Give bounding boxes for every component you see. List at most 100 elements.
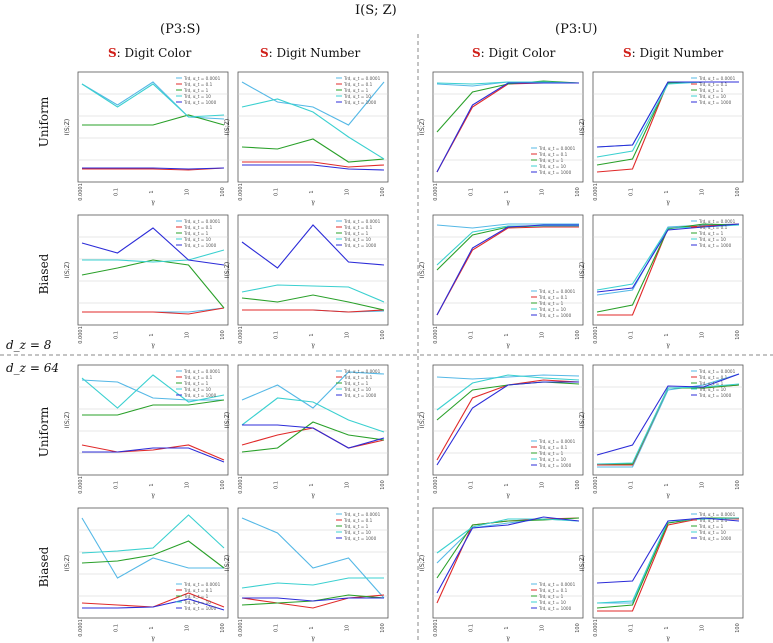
panel-16-xlabel: γ <box>666 635 670 642</box>
panel-2-xtick: 0.0001 <box>238 183 244 201</box>
panel-9-series-2 <box>81 444 225 461</box>
panel-16-ylabel: I(S;Z) <box>579 555 586 571</box>
panel-9-series-3 <box>82 399 225 416</box>
panel-3-xtick: 0.0001 <box>433 183 439 201</box>
panel-12-xtick: 10 <box>700 482 706 488</box>
panel-9-legend-label: Trd, α_t = 10 <box>183 387 211 392</box>
panel-14-series-2 <box>241 594 385 609</box>
panel-16-series-5 <box>596 517 740 584</box>
panel-13-frame <box>77 507 229 619</box>
panel-8-xtick: 1 <box>664 333 670 336</box>
panel-16-xtick: 1 <box>664 626 670 629</box>
panel-15-legend-label: Trd, α_t = 1000 <box>538 606 572 611</box>
panel-4-xtick: 10 <box>700 189 706 195</box>
panel-5-legend-label: Trd, α_t = 10 <box>183 237 211 242</box>
panel-3-series-5 <box>436 82 579 173</box>
panel-2-legend-label: Trd, α_t = 1000 <box>343 100 377 105</box>
panel-12-series-1 <box>597 373 740 468</box>
panel-6-xtick: 0.1 <box>274 331 280 339</box>
panel-1-series-5 <box>82 167 225 170</box>
panel-5-series-4 <box>82 249 225 263</box>
panel-15-xtick: 0.0001 <box>433 619 439 637</box>
panel-7-xtick: 10 <box>540 332 546 338</box>
panel-8-xtick: 0.1 <box>629 331 635 339</box>
panel-5-legend-label: Trd, α_t = 0.0001 <box>183 219 221 224</box>
panel-1-legend-label: Trd, α_t = 1 <box>183 88 209 93</box>
panel-10-legend-label: Trd, α_t = 1000 <box>343 393 377 398</box>
panel-2-xtick: 10 <box>345 189 351 195</box>
panel-8-legend-label: Trd, α_t = 10 <box>698 237 726 242</box>
panel-14-xtick: 0.0001 <box>238 619 244 637</box>
panel-1-legend-label: Trd, α_t = 10 <box>183 94 211 99</box>
panel-4-xtick: 100 <box>735 187 741 197</box>
panel-2-legend-label: Trd, α_t = 10 <box>343 94 371 99</box>
panel-7-legend-label: Trd, α_t = 1000 <box>538 313 572 318</box>
panel-8-xtick: 0.0001 <box>593 326 599 344</box>
panel-9-legend-label: Trd, α_t = 1000 <box>183 393 217 398</box>
col-header-1: S: Digit Color <box>108 46 192 60</box>
panel-12-legend-label: Trd, α_t = 0.0001 <box>698 369 736 374</box>
panel-9-xtick: 10 <box>185 482 191 488</box>
panel-8-series-5 <box>596 223 740 293</box>
panel-1-series-2 <box>82 167 225 171</box>
panel-3-legend-label: Trd, α_t = 0.0001 <box>538 146 576 151</box>
panel-9-xlabel: γ <box>151 492 155 499</box>
panel-13-xlabel: γ <box>151 635 155 642</box>
panel-4-frame <box>592 71 744 183</box>
panel-10-series-5 <box>242 424 385 449</box>
panel-7-frame <box>432 214 584 326</box>
panel-1-series-4 <box>81 83 225 118</box>
panel-7-legend-label: Trd, α_t = 1 <box>538 301 564 306</box>
panel-11-legend-label: Trd, α_t = 0.1 <box>538 445 568 450</box>
panel-12-xlabel: γ <box>666 492 670 499</box>
panel-11-xtick: 0.1 <box>469 481 475 489</box>
panel-14-xtick: 0.1 <box>274 624 280 632</box>
panel-9-legend-label: Trd, α_t = 1 <box>183 381 209 386</box>
panel-2-xlabel: γ <box>311 199 315 206</box>
panel-7-legend-label: Trd, α_t = 10 <box>538 307 566 312</box>
panel-9-series-4 <box>81 374 225 409</box>
panel-3-legend-label: Trd, α_t = 1 <box>538 158 564 163</box>
panel-1-xtick: 10 <box>185 189 191 195</box>
panel-12-series-5 <box>596 373 740 456</box>
panel-11-xlabel: γ <box>506 492 510 499</box>
panel-13-series-3 <box>81 540 225 569</box>
panel-2-ylabel: I(S;Z) <box>224 119 231 135</box>
panel-4-series-5 <box>596 81 739 148</box>
panel-5-xtick: 0.0001 <box>78 326 84 344</box>
panel-11-xtick: 1 <box>504 483 510 486</box>
panel-2-xtick: 0.1 <box>274 188 280 196</box>
panel-14-legend-label: Trd, α_t = 1000 <box>343 536 377 541</box>
panel-11-legend-label: Trd, α_t = 0.0001 <box>538 439 576 444</box>
panel-7-series-2 <box>436 226 579 316</box>
panel-13-xtick: 100 <box>220 623 226 633</box>
group-right-title: (P3:U) <box>555 22 598 37</box>
panel-5-legend-label: Trd, α_t = 0.1 <box>183 225 213 230</box>
panel-1-xtick: 0.1 <box>114 188 120 196</box>
panel-9-legend-label: Trd, α_t = 0.1 <box>183 375 213 380</box>
panel-5-xtick: 100 <box>220 330 226 340</box>
panel-16-xtick: 100 <box>735 623 741 633</box>
panel-5-xtick: 10 <box>185 332 191 338</box>
panel-5-xtick: 0.1 <box>114 331 120 339</box>
panel-15-xtick: 0.1 <box>469 624 475 632</box>
panel-14-xtick: 10 <box>345 625 351 631</box>
panel-4-ylabel: I(S;Z) <box>579 119 586 135</box>
panel-9-series-5 <box>82 447 225 463</box>
panel-15-xtick: 10 <box>540 625 546 631</box>
dz8-label: d_z = 8 <box>6 338 52 352</box>
panel-9-xtick: 0.0001 <box>78 476 84 494</box>
panel-12-xtick: 0.1 <box>629 481 635 489</box>
panel-6-xtick: 0.0001 <box>238 326 244 344</box>
panel-9-frame <box>77 364 229 476</box>
panel-2-xtick: 100 <box>380 187 386 197</box>
panel-5-xtick: 1 <box>149 333 155 336</box>
panel-2-series-5 <box>242 164 385 171</box>
panel-3-frame <box>432 71 584 183</box>
panel-6-legend-label: Trd, α_t = 10 <box>343 237 371 242</box>
panel-4-legend-label: Trd, α_t = 0.0001 <box>698 76 736 81</box>
panel-13-xtick: 0.1 <box>114 624 120 632</box>
panel-6-series-5 <box>241 224 385 269</box>
panel-15-legend-label: Trd, α_t = 1 <box>538 594 564 599</box>
panel-11-series-1 <box>436 374 580 380</box>
